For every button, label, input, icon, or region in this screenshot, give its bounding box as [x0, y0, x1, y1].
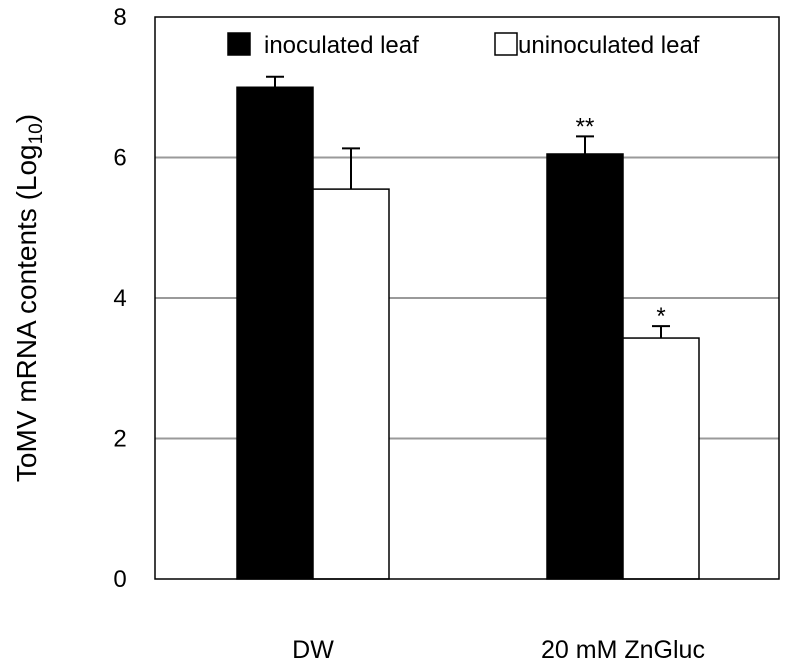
significance-markers: ***: [576, 113, 666, 330]
y-tick-label: 2: [113, 426, 126, 453]
y-tick-label: 4: [113, 285, 126, 312]
legend-label-inoculated: inoculated leaf: [264, 32, 419, 59]
legend-swatch-uninoculated: [494, 32, 518, 56]
x-category-labels: DW 20 mM ZnGluc: [292, 636, 705, 664]
x-category-label: DW: [292, 636, 334, 664]
y-tick-label: 8: [113, 4, 126, 31]
significance-marker: *: [656, 303, 665, 330]
plot-frame: [154, 16, 780, 580]
bar: [236, 86, 314, 580]
y-tick-labels: 0 2 4 6 8: [113, 4, 126, 593]
legend-label-uninoculated: uninoculated leaf: [518, 32, 700, 59]
y-axis-label: ToMV mRNA contents (Log10): [11, 114, 47, 482]
significance-marker: **: [576, 113, 595, 140]
legend: inoculated leaf uninoculated leaf: [227, 32, 700, 59]
bar: [312, 188, 390, 580]
legend-swatch-inoculated: [227, 32, 251, 56]
error-bars: [266, 75, 670, 339]
y-axis-label-close: ): [11, 114, 42, 123]
bar: [622, 337, 700, 580]
bar: [546, 153, 624, 580]
y-axis-label-subscript: 10: [26, 123, 47, 144]
bars: [236, 86, 700, 580]
y-tick-label: 0: [113, 566, 126, 593]
x-category-label: 20 mM ZnGluc: [541, 636, 705, 664]
y-axis-label-main: ToMV mRNA contents (Log: [11, 144, 42, 482]
y-tick-label: 6: [113, 145, 126, 172]
